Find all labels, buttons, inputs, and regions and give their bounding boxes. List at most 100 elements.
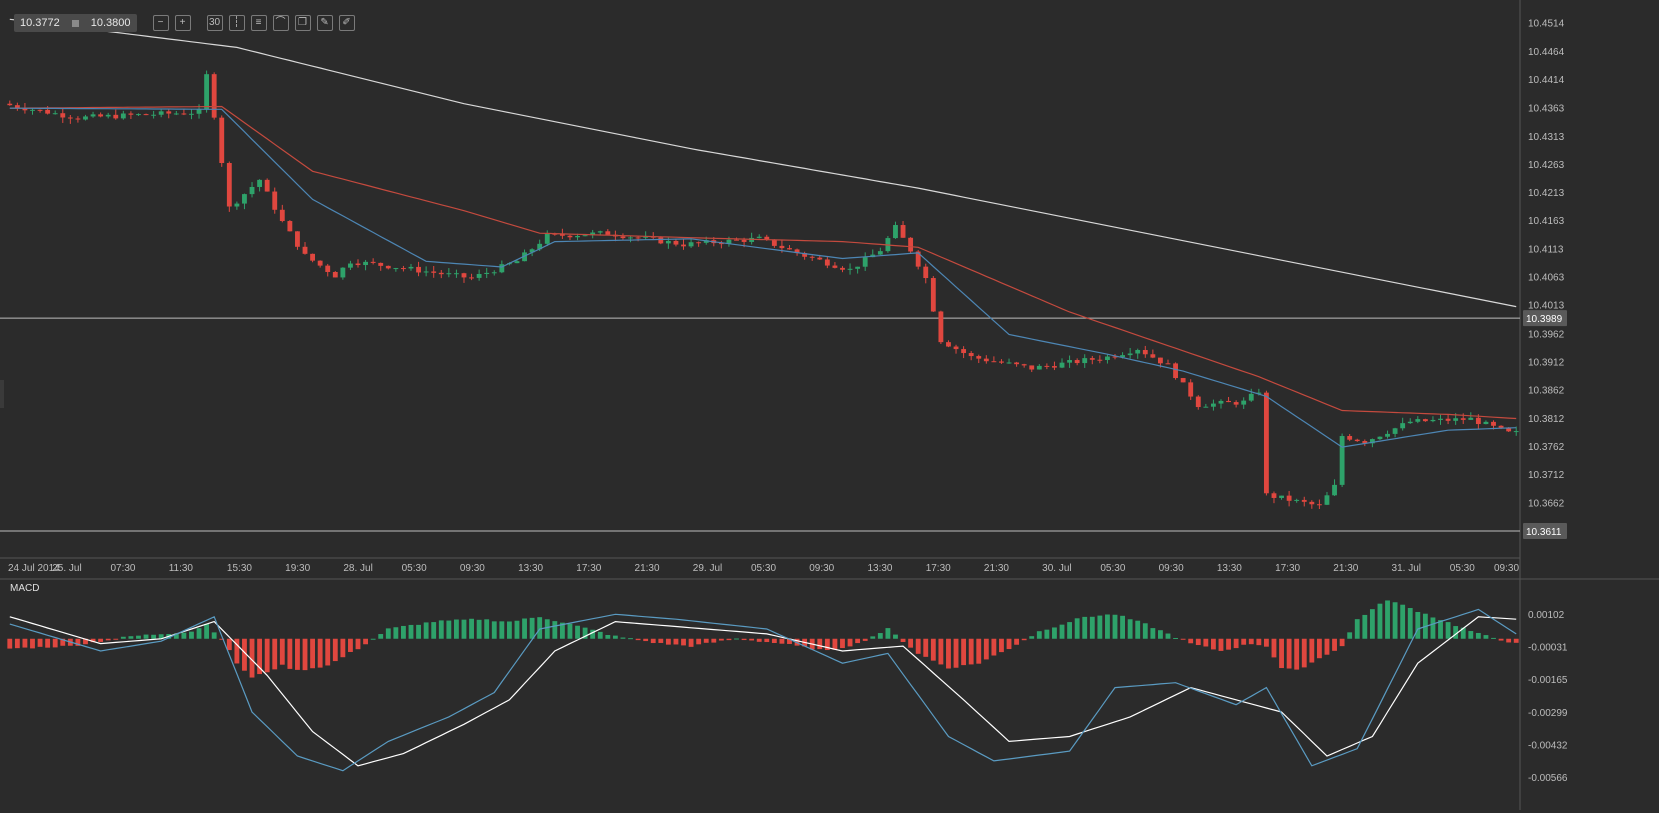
candle-body — [605, 231, 611, 235]
candle-body — [628, 237, 633, 239]
macd-bar — [1354, 619, 1360, 639]
candles-icon[interactable]: ┆ — [228, 15, 245, 31]
indicators-icon[interactable]: ≡ — [250, 15, 267, 31]
macd-bar — [37, 638, 43, 647]
candle-body — [1475, 417, 1481, 425]
macd-bar — [1210, 638, 1216, 650]
candle-body — [665, 240, 671, 244]
candle-body — [893, 225, 898, 239]
candle-body — [696, 242, 702, 244]
macd-bar — [1241, 638, 1247, 645]
macd-bar — [370, 638, 376, 640]
level-label-box — [1523, 522, 1567, 539]
macd-bar — [658, 638, 664, 643]
macd-bar — [1468, 631, 1474, 639]
candle-body — [620, 236, 626, 239]
macd-title: MACD — [10, 583, 39, 594]
zoom-in-icon[interactable]: + — [174, 15, 191, 31]
candle-body — [1256, 392, 1262, 394]
macd-bar — [363, 638, 368, 645]
candle-body — [522, 252, 527, 262]
candle-body — [1422, 419, 1428, 422]
macd-bar — [930, 638, 936, 661]
time-tick-label: 13:30 — [518, 563, 543, 574]
panel-resize-handle[interactable] — [0, 380, 4, 408]
candle-body — [635, 237, 641, 239]
timeframe-30-icon[interactable]: 30 — [206, 15, 223, 31]
candle-body — [279, 209, 285, 222]
candle-body — [1468, 417, 1474, 420]
macd-tick-label: -0.00165 — [1528, 675, 1568, 686]
duplicate-icon[interactable]: ❐ — [294, 15, 311, 31]
macd-bar — [242, 638, 247, 671]
macd-bar — [877, 633, 883, 639]
candle-body — [590, 232, 596, 236]
macd-tick-label: -0.00432 — [1528, 740, 1568, 751]
candle-body — [446, 273, 452, 275]
candle-body — [219, 117, 225, 164]
chart-type-icon[interactable]: ⌒ — [272, 15, 289, 31]
level-label-box — [1523, 310, 1567, 327]
macd-bar — [22, 638, 28, 648]
candle-body — [1392, 428, 1398, 434]
macd-bar — [173, 633, 179, 639]
macd-bar — [257, 638, 263, 675]
candle-body — [1498, 425, 1504, 428]
zoom-out-icon[interactable]: − — [152, 15, 169, 31]
candle-body — [575, 235, 580, 238]
macd-bar — [1233, 638, 1239, 649]
candle-body — [52, 113, 58, 115]
candle-body — [166, 111, 172, 114]
candle-body — [98, 114, 104, 117]
macd-bar — [181, 632, 187, 639]
macd-bar — [1491, 637, 1496, 639]
macd-bar — [1112, 614, 1118, 639]
macd-bar — [1513, 638, 1519, 643]
candle-body — [1491, 421, 1496, 426]
edit-icon[interactable]: ✎ — [316, 15, 333, 31]
macd-bar — [1203, 638, 1209, 647]
macd-bar — [1006, 638, 1012, 650]
macd-bar — [1483, 635, 1489, 639]
macd-bar — [824, 638, 830, 651]
candle-body — [385, 265, 391, 269]
macd-bar — [734, 638, 739, 640]
candle-body — [491, 272, 497, 274]
time-tick-label: 21:30 — [984, 563, 1009, 574]
macd-bar — [1089, 616, 1095, 639]
candle-body — [317, 260, 323, 266]
candle-body — [983, 358, 989, 362]
macd-bar — [128, 636, 134, 639]
time-tick-label: 05:30 — [1450, 563, 1475, 574]
moving-average-line — [9, 18, 1517, 308]
time-tick-label: 05:30 — [1100, 563, 1125, 574]
time-tick-label: 25. Jul — [52, 563, 81, 574]
macd-bar — [120, 636, 126, 639]
candle-body — [295, 231, 300, 247]
macd-bar — [1392, 602, 1398, 639]
macd-bar — [756, 638, 762, 642]
candle-body — [75, 118, 81, 120]
macd-bar — [938, 638, 944, 665]
candle-body — [204, 74, 210, 110]
macd-bar — [52, 638, 58, 648]
candle-body — [378, 262, 384, 266]
candle-body — [1279, 495, 1284, 498]
price-tick-label: 10.4464 — [1528, 47, 1565, 58]
time-tick-label: 19:30 — [285, 563, 310, 574]
candle-body — [476, 273, 482, 278]
candle-body — [855, 266, 861, 269]
time-tick-label: 13:30 — [867, 563, 892, 574]
draw-icon[interactable]: ✐ — [338, 15, 355, 31]
macd-bar — [453, 619, 459, 639]
price-tick-label: 10.4213 — [1528, 188, 1565, 199]
candle-body — [658, 237, 664, 244]
macd-bar — [1460, 627, 1466, 639]
macd-bar — [1445, 622, 1451, 639]
macd-bar — [484, 619, 490, 639]
macd-bar — [393, 627, 399, 639]
time-tick-label: 17:30 — [576, 563, 601, 574]
candle-body — [1089, 358, 1095, 360]
candle-body — [1483, 421, 1489, 425]
